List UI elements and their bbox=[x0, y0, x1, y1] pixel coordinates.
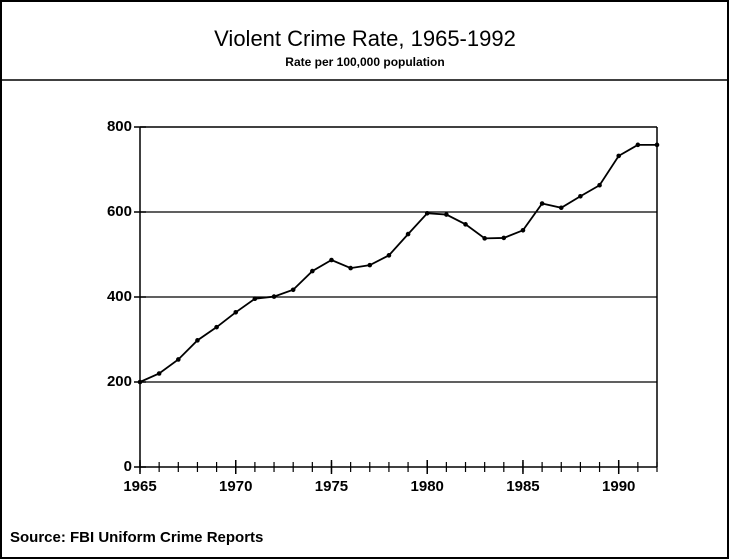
source-note: Source: FBI Uniform Crime Reports bbox=[10, 529, 263, 546]
data-point bbox=[558, 205, 564, 211]
data-point bbox=[137, 379, 143, 385]
data-point bbox=[271, 294, 277, 299]
data-point bbox=[501, 235, 507, 241]
chart-subtitle: Rate per 100,000 population bbox=[285, 55, 444, 69]
data-point bbox=[195, 338, 200, 343]
data-point bbox=[405, 231, 411, 237]
data-point bbox=[578, 193, 583, 199]
y-tick-label: 200 bbox=[107, 373, 132, 390]
y-tick-label: 400 bbox=[107, 288, 132, 305]
data-point bbox=[233, 310, 239, 315]
chart-title: Violent Crime Rate, 1965-1992 bbox=[214, 26, 516, 51]
data-point bbox=[175, 357, 181, 362]
x-tick-label: 1985 bbox=[506, 478, 539, 495]
data-point bbox=[156, 371, 162, 376]
data-point bbox=[520, 227, 526, 233]
y-tick-label: 600 bbox=[107, 203, 132, 220]
data-point bbox=[348, 265, 353, 271]
x-tick-label: 1975 bbox=[315, 478, 348, 495]
data-point bbox=[654, 142, 660, 148]
data-point bbox=[367, 262, 373, 268]
data-point bbox=[482, 236, 487, 241]
data-point bbox=[252, 296, 258, 302]
data-point bbox=[310, 268, 315, 274]
data-point bbox=[616, 153, 622, 159]
data-point bbox=[539, 201, 545, 206]
y-tick-label: 0 bbox=[124, 458, 132, 475]
data-point bbox=[463, 222, 468, 227]
data-point bbox=[597, 182, 602, 188]
data-point bbox=[214, 324, 219, 330]
data-point bbox=[386, 253, 392, 258]
data-point bbox=[424, 210, 430, 216]
data-point bbox=[444, 212, 449, 217]
x-tick-label: 1990 bbox=[602, 478, 635, 495]
data-line bbox=[139, 143, 657, 383]
y-tick-label: 800 bbox=[107, 118, 132, 135]
data-point bbox=[635, 142, 641, 148]
x-tick-label: 1965 bbox=[123, 478, 156, 495]
data-point bbox=[290, 287, 296, 293]
data-point bbox=[329, 257, 334, 263]
x-tick-label: 1980 bbox=[411, 478, 444, 495]
x-tick-label: 1970 bbox=[219, 478, 252, 495]
